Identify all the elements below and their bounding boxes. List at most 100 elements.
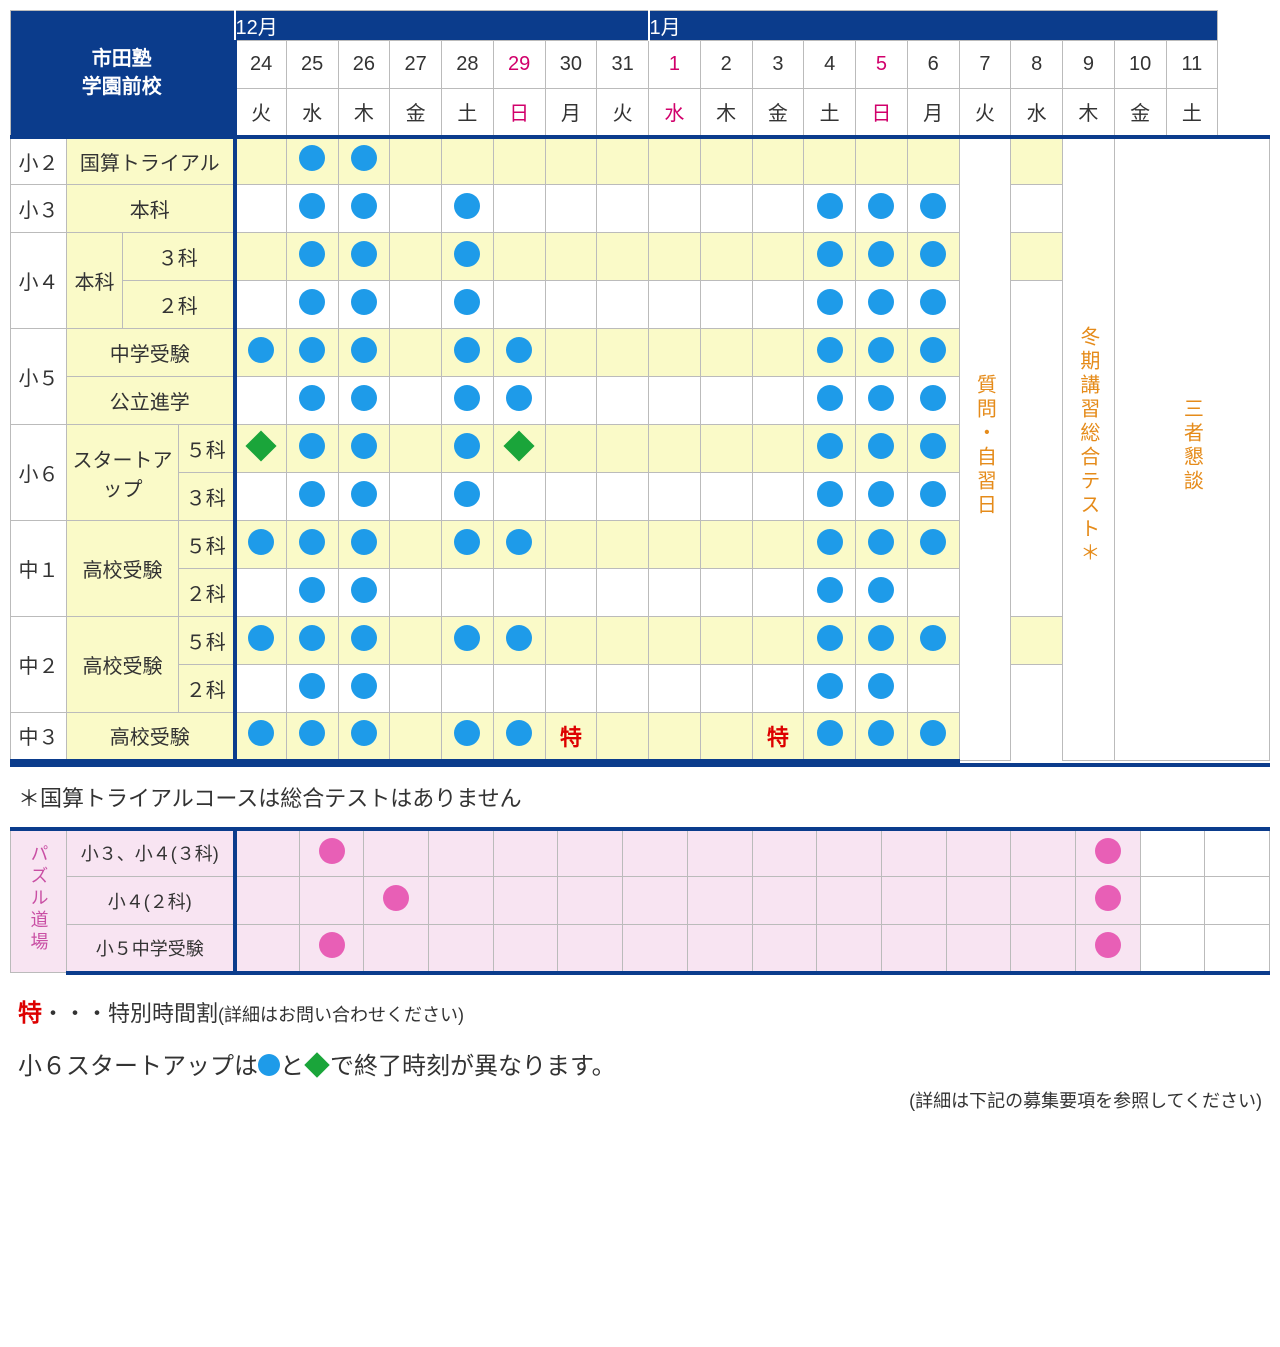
month-jan: 1月 bbox=[649, 11, 1218, 41]
day-num: 2 bbox=[700, 41, 752, 89]
schedule-cell bbox=[390, 713, 442, 761]
schedule-cell bbox=[817, 925, 882, 973]
circle-icon bbox=[868, 241, 894, 267]
schedule-cell bbox=[752, 185, 804, 233]
schedule-cell bbox=[286, 473, 338, 521]
schedule-cell bbox=[235, 925, 300, 973]
circle-icon bbox=[868, 481, 894, 507]
circle-icon bbox=[868, 625, 894, 651]
schedule-cell bbox=[235, 185, 287, 233]
schedule-cell bbox=[235, 713, 287, 761]
schedule-cell bbox=[907, 617, 959, 665]
schedule-cell bbox=[545, 425, 597, 473]
schedule-cell bbox=[235, 829, 300, 877]
schedule-cell bbox=[364, 877, 429, 925]
schedule-cell bbox=[700, 569, 752, 617]
schedule-cell bbox=[338, 185, 390, 233]
circle-icon bbox=[920, 433, 946, 459]
schedule-cell bbox=[338, 425, 390, 473]
day-num: 29 bbox=[493, 41, 545, 89]
circle-icon bbox=[299, 145, 325, 171]
schedule-cell bbox=[286, 377, 338, 425]
day-num: 30 bbox=[545, 41, 597, 89]
schedule-cell bbox=[597, 281, 649, 329]
schedule-cell bbox=[700, 185, 752, 233]
course-label: 高校受験 bbox=[67, 521, 179, 617]
schedule-cell bbox=[907, 521, 959, 569]
schedule-cell bbox=[1205, 877, 1270, 925]
grade-label: 小２ bbox=[11, 137, 67, 185]
grade-label: 中３ bbox=[11, 713, 67, 761]
schedule-cell bbox=[881, 877, 946, 925]
schedule-cell bbox=[338, 377, 390, 425]
diamond-icon bbox=[506, 433, 532, 459]
course-label: 小３、小４(３科) bbox=[67, 829, 235, 877]
schedule-cell bbox=[429, 877, 494, 925]
schedule-cell bbox=[597, 329, 649, 377]
schedule-cell bbox=[856, 185, 908, 233]
schedule-cell bbox=[338, 713, 390, 761]
circle-icon bbox=[506, 720, 532, 746]
schedule-cell bbox=[390, 617, 442, 665]
schedule-cell bbox=[442, 233, 494, 281]
grade-label: 小５ bbox=[11, 329, 67, 425]
day-of-week: 金 bbox=[390, 89, 442, 137]
legend-special: 特・・・特別時間割(詳細はお問い合わせください) bbox=[18, 993, 1262, 1028]
schedule-cell bbox=[299, 829, 364, 877]
schedule-cell bbox=[545, 329, 597, 377]
circle-icon bbox=[868, 529, 894, 555]
schedule-cell bbox=[752, 377, 804, 425]
schedule-cell bbox=[700, 137, 752, 185]
schedule-cell bbox=[1205, 925, 1270, 973]
schedule-cell bbox=[804, 473, 856, 521]
schedule-cell bbox=[907, 185, 959, 233]
circle-icon bbox=[868, 337, 894, 363]
schedule-cell bbox=[1011, 925, 1076, 973]
circle-icon bbox=[351, 625, 377, 651]
circle-icon bbox=[506, 625, 532, 651]
schedule-cell bbox=[856, 329, 908, 377]
schedule-cell bbox=[1075, 829, 1140, 877]
schedule-cell bbox=[752, 829, 817, 877]
schedule-cell bbox=[1011, 877, 1076, 925]
day-of-week: 月 bbox=[907, 89, 959, 137]
schedule-cell bbox=[649, 281, 701, 329]
schedule-cell bbox=[338, 665, 390, 713]
schedule-cell bbox=[493, 281, 545, 329]
schedule-cell bbox=[907, 473, 959, 521]
day-num: 31 bbox=[597, 41, 649, 89]
schedule-cell bbox=[390, 425, 442, 473]
schedule-cell bbox=[493, 185, 545, 233]
day-num: 5 bbox=[856, 41, 908, 89]
schedule-cell bbox=[907, 425, 959, 473]
schedule-cell bbox=[299, 877, 364, 925]
course-label: ５科 bbox=[179, 425, 235, 473]
schedule-cell bbox=[623, 829, 688, 877]
schedule-cell bbox=[390, 377, 442, 425]
schedule-cell bbox=[752, 569, 804, 617]
schedule-cell bbox=[390, 281, 442, 329]
circle-icon bbox=[920, 720, 946, 746]
schedule-cell bbox=[493, 473, 545, 521]
schedule-cell bbox=[493, 829, 558, 877]
table-row: 小５中学受験 bbox=[11, 925, 1270, 973]
merged-label-cell: 冬期講習総合テスト＊ bbox=[1063, 137, 1115, 761]
schedule-cell bbox=[856, 521, 908, 569]
schedule-cell bbox=[946, 829, 1011, 877]
puzzle-table: パズル道場小３、小４(３科)小４(２科)小５中学受験 bbox=[10, 827, 1270, 975]
grade-label: 中１ bbox=[11, 521, 67, 617]
schedule-cell bbox=[286, 185, 338, 233]
schedule-cell bbox=[700, 329, 752, 377]
schedule-cell bbox=[235, 233, 287, 281]
course-label: 小４(２科) bbox=[67, 877, 235, 925]
legend-startup: 小６スタートアップはとで終了時刻が異なります。 bbox=[18, 1046, 1262, 1081]
circle-icon bbox=[299, 193, 325, 219]
circle-icon bbox=[817, 289, 843, 315]
sansha-label: 三者懇談 bbox=[1177, 398, 1206, 494]
course-label: ２科 bbox=[123, 281, 235, 329]
schedule-cell bbox=[286, 569, 338, 617]
schedule-cell bbox=[338, 473, 390, 521]
circle-icon bbox=[351, 529, 377, 555]
schedule-cell bbox=[1140, 829, 1205, 877]
qa-day-label: 質問・自習日 bbox=[970, 374, 999, 518]
